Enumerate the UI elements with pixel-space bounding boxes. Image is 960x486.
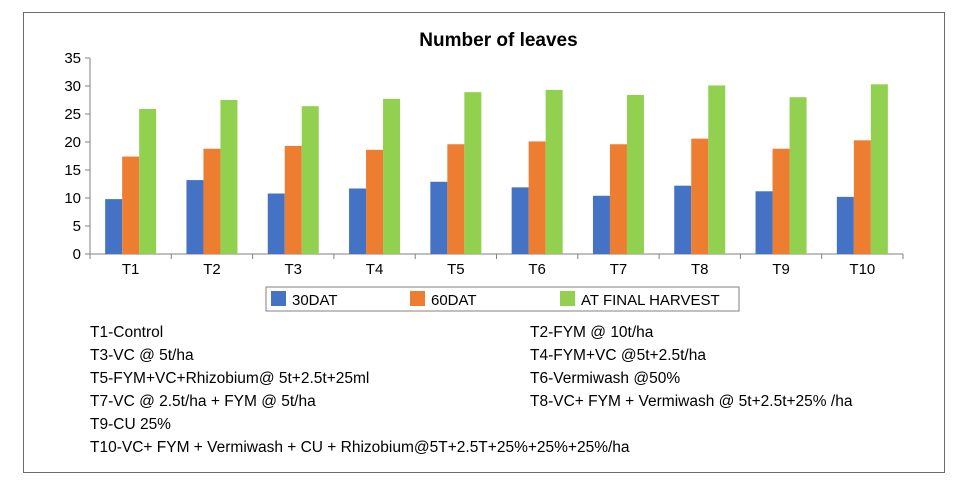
legend-label: 60DAT: [431, 292, 477, 309]
bar-30dat: [511, 187, 529, 254]
treatment-note: T7-VC @ 2.5t/ha + FYM @ 5t/ha: [90, 393, 316, 410]
bar-30dat: [430, 181, 448, 254]
x-tick-label: T9: [772, 261, 790, 278]
bar-chart: Number of leaves 0 5 10 15 20 25 30 35 T1 T2 T3 T4 T5…: [64, 30, 904, 312]
bar-30dat: [349, 188, 367, 254]
bar-60dat: [366, 149, 384, 254]
x-tick-label: T2: [203, 261, 221, 278]
treatment-note: T1-Control: [90, 324, 164, 341]
legend-label: 30DAT: [292, 292, 338, 309]
x-tick-label: T5: [447, 261, 465, 278]
treatment-legend-left: T1-Control T3-VC @ 5t/ha T5-FYM+VC+Rhizo…: [90, 321, 630, 459]
bar-at-final-harvest: [545, 89, 563, 254]
bar-60dat: [122, 156, 140, 254]
bar-60dat: [528, 141, 546, 254]
bar-30dat: [267, 193, 285, 254]
legend-swatch: [271, 291, 286, 306]
x-tick-label: T1: [122, 261, 140, 278]
x-tick-label: T3: [284, 261, 302, 278]
legend-swatch: [410, 291, 425, 306]
bar-60dat: [772, 148, 790, 254]
x-tick-label: T6: [528, 261, 546, 278]
y-tick-label: 0: [73, 246, 81, 263]
legend-label: AT FINAL HARVEST: [581, 292, 720, 309]
y-tick-label: 5: [73, 218, 81, 235]
treatment-note: T4-FYM+VC @5t+2.5t/ha: [530, 347, 706, 364]
treatment-note: T10-VC+ FYM + Vermiwash + CU + Rhizobium…: [90, 439, 630, 456]
bar-60dat: [609, 144, 627, 254]
bar-at-final-harvest: [464, 92, 482, 254]
bar-at-final-harvest: [301, 106, 319, 254]
bar-30dat: [186, 180, 204, 254]
y-tick-label: 20: [64, 134, 81, 151]
y-tick-label: 25: [64, 106, 81, 123]
treatment-note: T9-CU 25%: [90, 416, 171, 433]
x-tick-label: T10: [849, 261, 875, 278]
bar-at-final-harvest: [708, 85, 726, 254]
treatment-legend-right: T2-FYM @ 10t/ha T4-FYM+VC @5t+2.5t/ha T6…: [530, 321, 852, 413]
bar-at-final-harvest: [626, 94, 644, 255]
x-tick-label: T8: [691, 261, 709, 278]
bar-30dat: [755, 191, 773, 254]
bar-30dat: [674, 185, 692, 254]
x-tick-label: T7: [610, 261, 628, 278]
legend-swatch: [560, 291, 575, 306]
bar-60dat: [691, 138, 709, 254]
bar-30dat: [105, 199, 123, 254]
bar-60dat: [447, 144, 465, 254]
bar-60dat: [284, 145, 302, 254]
y-tick-label: 35: [64, 50, 81, 67]
bar-at-final-harvest: [870, 84, 888, 254]
treatment-note: T8-VC+ FYM + Vermiwash @ 5t+2.5t+25% /ha: [530, 393, 853, 410]
bar-at-final-harvest: [383, 98, 401, 254]
bar-at-final-harvest: [789, 97, 807, 254]
figure-frame: [23, 12, 945, 473]
bar-30dat: [592, 195, 610, 254]
y-tick-label: 15: [64, 162, 81, 179]
y-tick-label: 10: [64, 190, 81, 207]
treatment-note: T2-FYM @ 10t/ha: [530, 324, 654, 341]
treatment-note: T5-FYM+VC+Rhizobium@ 5t+2.5t+25ml: [90, 370, 370, 387]
treatment-note: T3-VC @ 5t/ha: [90, 347, 194, 364]
bar-30dat: [836, 196, 854, 254]
bar-at-final-harvest: [220, 100, 238, 254]
x-tick-label: T4: [366, 261, 384, 278]
bar-60dat: [203, 148, 221, 254]
treatment-note: T6-Vermiwash @50%: [530, 370, 681, 387]
bar-at-final-harvest: [139, 108, 157, 255]
chart-title: Number of leaves: [419, 30, 577, 51]
legend-box: [265, 286, 740, 312]
y-tick-label: 30: [64, 78, 81, 95]
bar-60dat: [853, 140, 871, 254]
